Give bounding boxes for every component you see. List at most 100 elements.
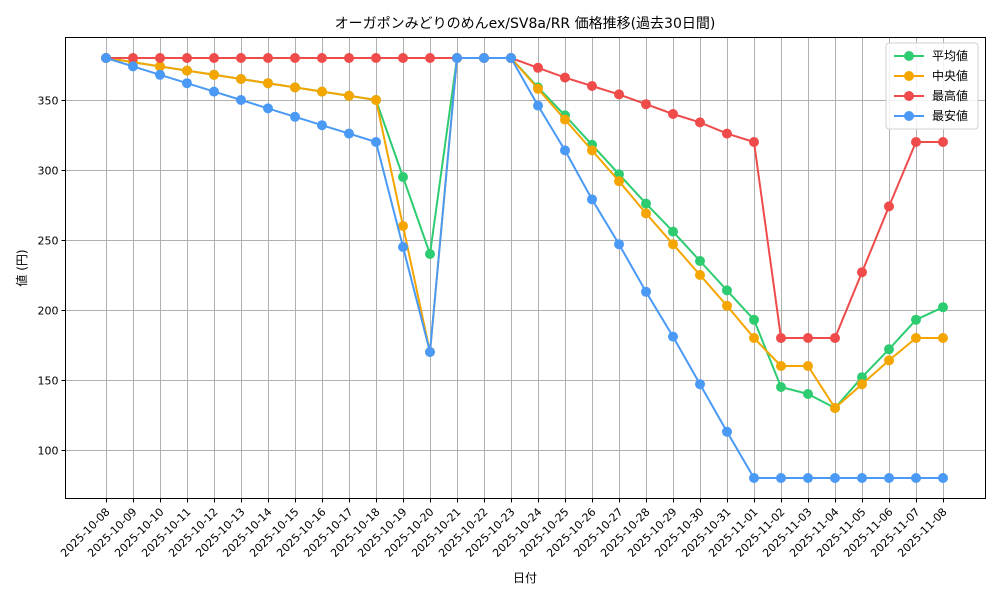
data-point-marker: [695, 256, 705, 266]
data-point-marker: [263, 78, 273, 89]
grid-lines: [65, 37, 986, 499]
data-point-marker: [776, 361, 786, 371]
data-point-marker: [830, 473, 840, 483]
data-point-marker: [938, 302, 948, 313]
data-point-marker: [101, 53, 111, 63]
data-point-marker: [884, 344, 894, 355]
data-point-marker: [182, 78, 192, 89]
series-2: [101, 53, 948, 343]
legend-label: 最安値: [932, 108, 968, 123]
legend-item: 最高値: [894, 88, 968, 103]
data-point-marker: [749, 473, 759, 483]
data-point-marker: [533, 62, 543, 73]
data-point-marker: [182, 53, 192, 63]
data-point-marker: [560, 72, 570, 83]
data-point-marker: [533, 100, 543, 111]
data-point-marker: [911, 137, 921, 147]
legend-item: 中央値: [894, 68, 968, 83]
data-point-marker: [695, 379, 705, 390]
data-point-marker: [344, 53, 354, 63]
data-point-marker: [614, 239, 624, 250]
data-point-marker: [533, 83, 543, 94]
y-tick-label: 250: [38, 235, 59, 248]
data-point-marker: [695, 117, 705, 128]
chart-title: オーガポンみどりのめんex/SV8a/RR 価格推移(過去30日間): [335, 16, 716, 32]
data-point-marker: [803, 473, 813, 483]
plot-frame: [65, 37, 986, 499]
data-point-marker: [560, 114, 570, 125]
data-point-marker: [614, 89, 624, 100]
y-tick-label: 200: [38, 305, 59, 318]
data-point-marker: [290, 53, 300, 63]
data-point-marker: [911, 314, 921, 325]
data-point-marker: [668, 226, 678, 237]
legend-item: 平均値: [894, 48, 968, 63]
data-point-marker: [722, 426, 732, 437]
legend-marker-icon: [904, 91, 914, 101]
data-point-marker: [587, 145, 597, 156]
data-point-marker: [209, 86, 219, 97]
data-point-marker: [263, 53, 273, 63]
y-tick-label: 350: [38, 95, 59, 108]
data-point-marker: [722, 300, 732, 311]
data-point-marker: [857, 372, 867, 383]
data-point-marker: [452, 53, 462, 63]
data-point-marker: [668, 331, 678, 342]
legend-box: [885, 42, 979, 130]
data-point-marker: [776, 382, 786, 392]
data-point-marker: [290, 111, 300, 122]
data-point-marker: [479, 53, 489, 63]
data-point-marker: [641, 208, 651, 219]
data-point-marker: [344, 90, 354, 101]
data-point-marker: [641, 99, 651, 110]
data-point-marker: [425, 347, 435, 357]
data-point-marker: [695, 270, 705, 280]
data-point-marker: [371, 137, 381, 147]
y-tick-label: 300: [38, 165, 59, 178]
data-point-marker: [128, 53, 138, 63]
legend-marker-icon: [904, 111, 914, 121]
data-point-marker: [263, 103, 273, 114]
data-point-marker: [398, 242, 408, 252]
legend-marker-icon: [904, 71, 914, 81]
data-point-marker: [803, 389, 813, 399]
data-point-marker: [560, 145, 570, 156]
data-point-marker: [911, 333, 921, 343]
legend-label: 平均値: [932, 48, 968, 63]
y-axis-title: 値 (円): [14, 249, 29, 286]
data-point-marker: [425, 53, 435, 63]
y-tick-label: 150: [38, 375, 59, 388]
series-3: [101, 53, 948, 483]
data-point-marker: [938, 333, 948, 343]
legend-marker-icon: [904, 51, 914, 61]
data-point-marker: [614, 169, 624, 180]
data-point-marker: [317, 120, 327, 131]
data-point-marker: [749, 314, 759, 325]
data-point-marker: [155, 53, 165, 63]
data-point-marker: [749, 137, 759, 147]
y-tick-label: 100: [38, 445, 59, 458]
data-point-marker: [506, 53, 516, 63]
legend-label: 中央値: [932, 68, 968, 83]
data-point-marker: [317, 86, 327, 97]
data-point-marker: [155, 61, 165, 72]
data-point-marker: [776, 333, 786, 343]
data-point-marker: [128, 61, 138, 72]
data-point-marker: [803, 333, 813, 343]
data-point-marker: [236, 74, 246, 84]
data-point-marker: [587, 194, 597, 205]
data-point-marker: [722, 128, 732, 139]
data-point-marker: [668, 109, 678, 119]
data-point-marker: [857, 379, 867, 390]
series-layer: [101, 53, 948, 483]
data-point-marker: [236, 95, 246, 105]
data-point-marker: [938, 137, 948, 147]
data-point-marker: [830, 403, 840, 413]
data-point-marker: [830, 333, 840, 343]
data-point-marker: [749, 333, 759, 343]
data-point-marker: [938, 473, 948, 483]
data-point-marker: [884, 473, 894, 483]
